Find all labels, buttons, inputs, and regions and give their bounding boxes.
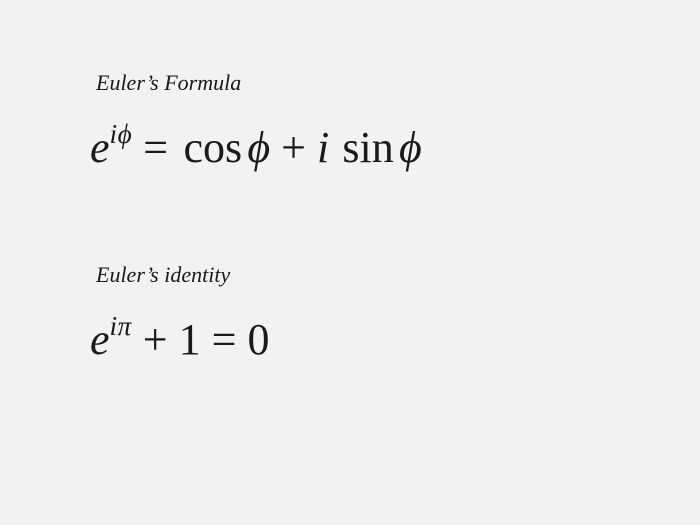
sin-fn: sin [342,123,393,172]
euler-formula-block: Euler’s Formula eiϕ=cosϕ+i sinϕ [90,70,610,172]
euler-identity-title: Euler’s identity [96,262,610,288]
euler-identity-expression: eiπ+1=0 [90,316,610,364]
exp-phi: ϕ [118,119,133,149]
cos-fn: cos [183,123,242,172]
phi-1: ϕ [247,123,270,172]
euler-formula-expression: eiϕ=cosϕ+i sinϕ [90,124,610,172]
equals-sign-2: = [212,315,237,364]
euler-identity-block: Euler’s identity eiπ+1=0 [90,262,610,364]
equals-sign: = [143,123,168,172]
exponent-iphi: iϕ [110,119,133,149]
euler-formula-title: Euler’s Formula [96,70,610,96]
exp-i: i [110,119,118,149]
phi-2: ϕ [399,123,422,172]
i-term: i [317,123,329,172]
term-e: e [90,123,110,172]
one: 1 [179,315,201,364]
term-e-2: e [90,315,110,364]
plus-sign: + [281,123,306,172]
exp-pi: π [118,311,132,341]
exp-i-2: i [110,311,118,341]
exponent-ipi: iπ [110,311,132,341]
zero: 0 [247,315,269,364]
plus-sign-2: + [143,315,168,364]
